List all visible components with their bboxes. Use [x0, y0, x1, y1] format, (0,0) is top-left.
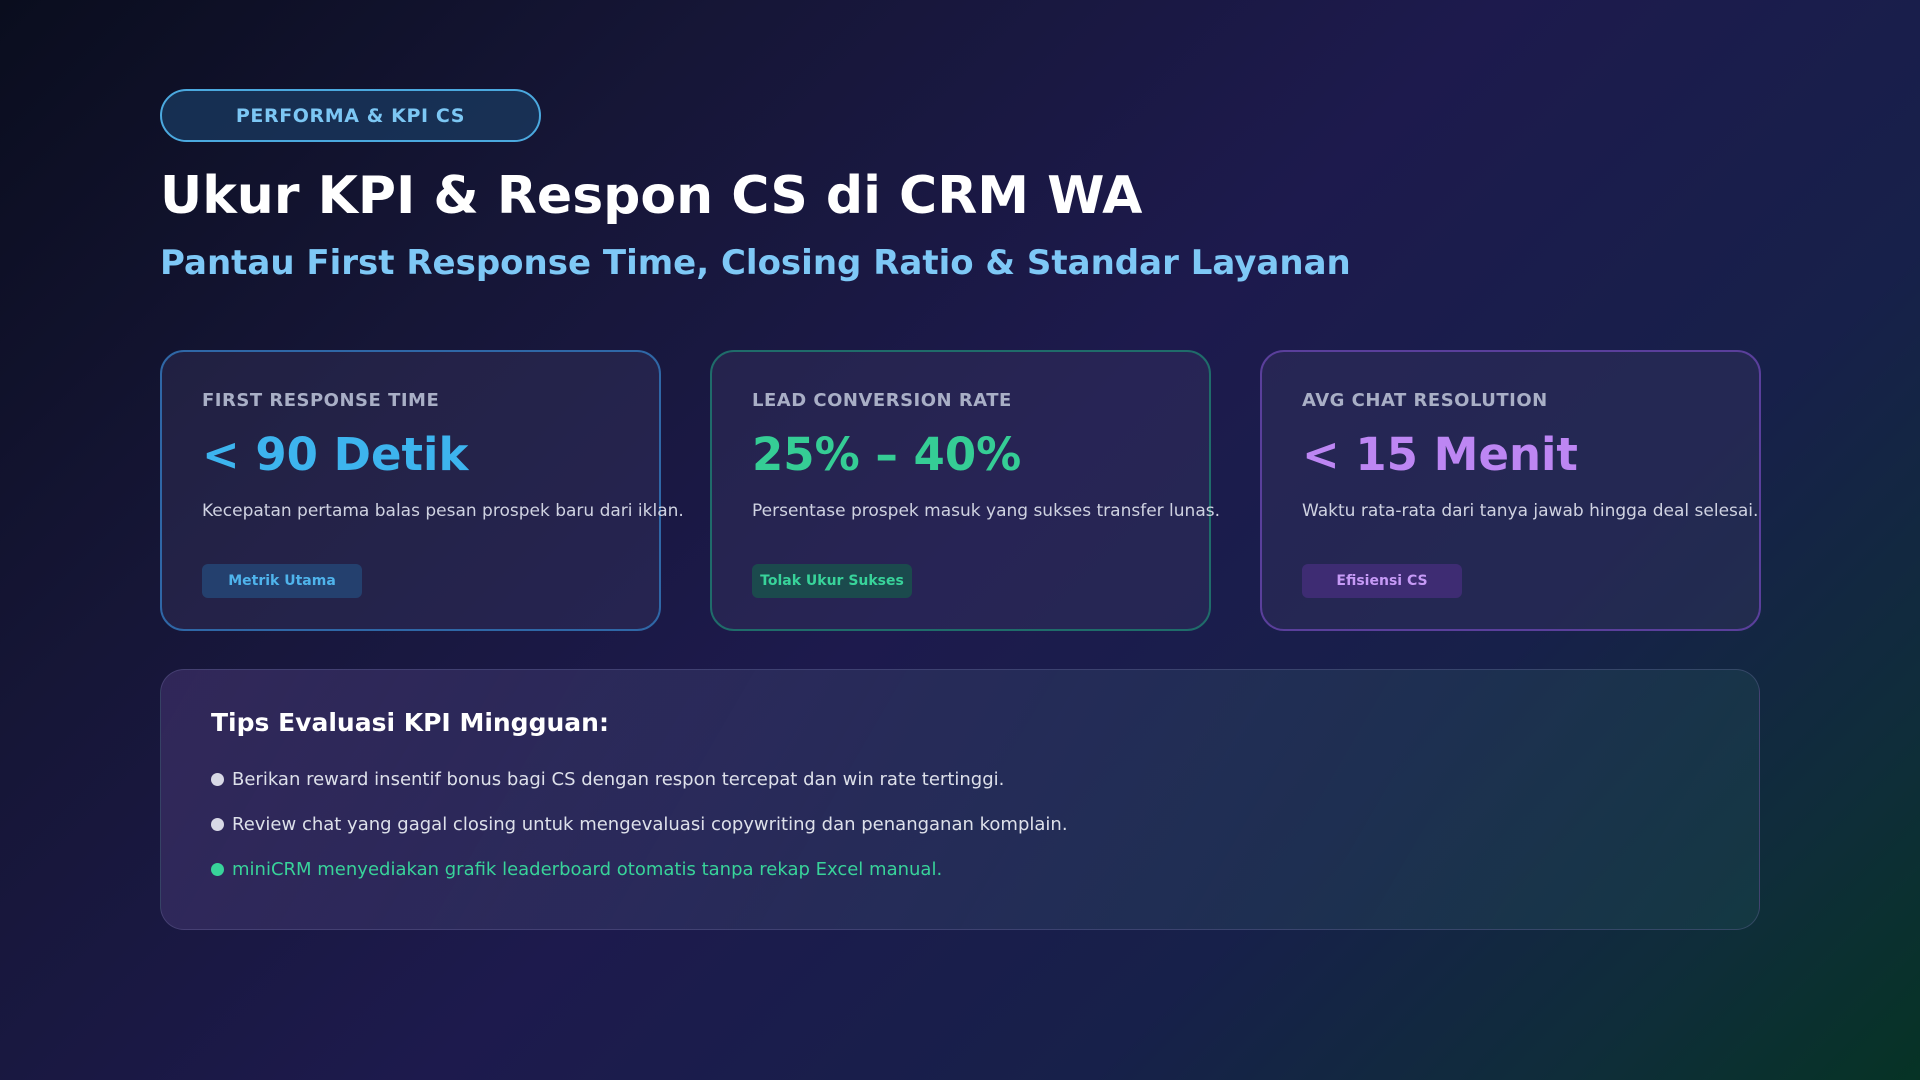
kpi-card-label: LEAD CONVERSION RATE: [752, 390, 1012, 411]
kpi-cards: FIRST RESPONSE TIME < 90 Detik Kecepatan…: [160, 350, 1761, 631]
kpi-card-value: < 90 Detik: [202, 428, 469, 481]
tips-title: Tips Evaluasi KPI Mingguan:: [211, 708, 609, 737]
kpi-card-lead-conversion-rate: LEAD CONVERSION RATE 25% – 40% Persentas…: [710, 350, 1220, 631]
tip-item: Berikan reward insentif bonus bagi CS de…: [211, 757, 1759, 802]
kpi-card-first-response-time: FIRST RESPONSE TIME < 90 Detik Kecepatan…: [160, 350, 684, 631]
tip-item-highlight: miniCRM menyediakan grafik leaderboard o…: [211, 847, 1759, 892]
tip-item: Review chat yang gagal closing untuk men…: [211, 802, 1759, 847]
kpi-card-tag: Metrik Utama: [202, 564, 362, 598]
category-badge: PERFORMA & KPI CS: [160, 89, 541, 142]
kpi-card-tag: Tolak Ukur Sukses: [752, 564, 912, 598]
kpi-card-label: AVG CHAT RESOLUTION: [1302, 390, 1548, 411]
page-subtitle: Pantau First Response Time, Closing Rati…: [160, 243, 1351, 283]
tip-text: Berikan reward insentif bonus bagi CS de…: [232, 769, 1005, 790]
bullet-icon: [211, 818, 224, 831]
tips-panel: Tips Evaluasi KPI Mingguan: Berikan rewa…: [160, 669, 1760, 930]
kpi-card-description: Persentase prospek masuk yang sukses tra…: [752, 501, 1220, 521]
kpi-card-value: 25% – 40%: [752, 428, 1022, 481]
kpi-card-description: Kecepatan pertama balas pesan prospek ba…: [202, 501, 684, 521]
kpi-card-description: Waktu rata-rata dari tanya jawab hingga …: [1302, 501, 1759, 521]
kpi-card-tag: Efisiensi CS: [1302, 564, 1462, 598]
kpi-card-label: FIRST RESPONSE TIME: [202, 390, 440, 411]
slide: PERFORMA & KPI CS Ukur KPI & Respon CS d…: [160, 89, 1761, 930]
tip-text: miniCRM menyediakan grafik leaderboard o…: [232, 859, 943, 880]
tip-text: Review chat yang gagal closing untuk men…: [232, 814, 1068, 835]
bullet-icon: [211, 773, 224, 786]
page-title: Ukur KPI & Respon CS di CRM WA: [160, 166, 1143, 226]
bullet-icon: [211, 863, 224, 876]
kpi-card-avg-chat-resolution: AVG CHAT RESOLUTION < 15 Menit Waktu rat…: [1260, 350, 1761, 631]
kpi-card-value: < 15 Menit: [1302, 428, 1578, 481]
